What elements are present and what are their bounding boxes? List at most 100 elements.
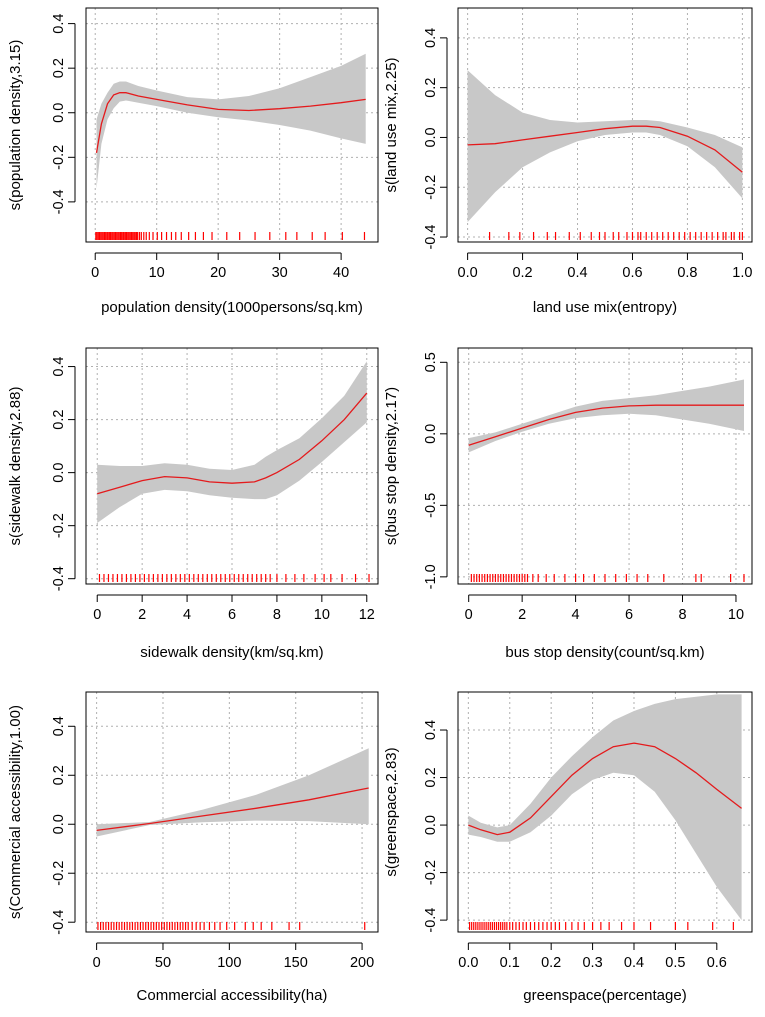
y-tick-label: 0.0 <box>51 463 67 483</box>
plot-frame <box>457 691 753 933</box>
y-tick-label: -0.4 <box>51 189 67 214</box>
rug <box>98 574 370 582</box>
plot-frame <box>457 347 753 585</box>
x-axis-title: bus stop density(count/sq.km) <box>505 644 704 661</box>
x-tick-label: 6 <box>228 607 236 623</box>
y-tick-label: -0.4 <box>423 225 439 250</box>
smooth-fit-line <box>468 404 744 446</box>
panel-middle-left: 0 2 4 6 8 10 12 -0.4 -0.2 0.0 0.2 0.4 sidewalk densi… <box>7 347 379 661</box>
plot-frame <box>85 347 379 585</box>
confidence-band <box>97 361 367 523</box>
x-tick-label: 20 <box>210 265 226 281</box>
x-axis-title: Commercial accessibility(ha) <box>137 987 328 1004</box>
y-tick-label: 0.0 <box>51 103 67 123</box>
confidence-band <box>467 70 743 223</box>
plot-frame <box>85 7 379 243</box>
y-axis-title: s(Commercial accessibility,1.00) <box>7 705 24 919</box>
y-tick-label: -0.2 <box>51 145 67 170</box>
x-tick-label: 30 <box>272 265 288 281</box>
y-tick-label: 0.2 <box>51 58 67 78</box>
x-axis-title: land use mix(entropy) <box>533 299 677 316</box>
y-tick-label: 0.4 <box>51 356 67 376</box>
x-tick-label: 12 <box>359 607 375 623</box>
x-tick-label: 6 <box>625 607 633 623</box>
y-tick-label: 0.0 <box>51 814 67 834</box>
x-tick-label: 10 <box>149 265 165 281</box>
y-tick-label: -0.2 <box>423 175 439 200</box>
confidence-band <box>468 379 744 453</box>
y-tick-label: 0.0 <box>423 127 439 147</box>
smooth-fit-line <box>97 392 368 495</box>
y-tick-label: -0.2 <box>423 860 439 885</box>
confidence-band <box>96 53 366 189</box>
y-tick-label: -0.4 <box>423 908 439 933</box>
y-axis-title: s(sidewalk density,2.88) <box>7 387 24 546</box>
panel-bottom-left: 0 50 100 150 200 -0.4 -0.2 0.0 0.2 0.4 Commercial … <box>7 691 379 1004</box>
x-tick-label: 0.5 <box>665 955 685 971</box>
rug <box>468 922 734 930</box>
x-tick-label: 4 <box>572 607 580 623</box>
y-tick-label: 0.2 <box>423 767 439 787</box>
y-tick-label: 0.2 <box>423 78 439 98</box>
panel-top-right: 0.0 0.2 0.4 0.6 0.8 1.0 -0.4 -0.2 0.0 0.2 0.4 land … <box>383 7 753 316</box>
y-tick-label: 0.2 <box>51 765 67 785</box>
smooth-fit-line <box>96 787 369 832</box>
y-axis-title: s(population density,3.15) <box>7 40 24 211</box>
rug <box>488 232 743 240</box>
plot-frame <box>457 7 753 243</box>
y-tick-label: 0.2 <box>51 410 67 430</box>
x-tick-label: 0 <box>465 607 473 623</box>
rug <box>470 574 745 582</box>
x-tick-label: 0.1 <box>500 955 520 971</box>
smooth-fit-line <box>467 125 743 173</box>
x-tick-label: 10 <box>728 607 744 623</box>
smooth-fit-line <box>468 742 742 836</box>
y-tick-label: -0.2 <box>51 513 67 538</box>
y-tick-label: -1.0 <box>423 564 439 589</box>
x-tick-label: 0 <box>93 607 101 623</box>
x-tick-label: 10 <box>314 607 330 623</box>
x-tick-label: 0 <box>91 265 99 281</box>
y-tick-label: 0.4 <box>423 720 439 740</box>
x-tick-label: 2 <box>138 607 146 623</box>
y-tick-label: -0.4 <box>51 910 67 935</box>
y-tick-label: 0.5 <box>423 352 439 372</box>
y-tick-label: -0.2 <box>51 861 67 886</box>
x-tick-label: 0.4 <box>567 265 587 281</box>
y-tick-label: 0.4 <box>51 14 67 34</box>
y-axis-title: s(land use mix,2.25) <box>383 57 400 192</box>
x-tick-label: 150 <box>284 955 308 971</box>
x-tick-label: 0 <box>93 955 101 971</box>
x-tick-label: 0.2 <box>512 265 532 281</box>
x-axis-title: greenspace(percentage) <box>523 987 686 1004</box>
panel-bottom-right: 0.0 0.1 0.2 0.3 0.4 0.5 0.6 -0.4 -0.2 0.0 0.2 0.4 gr… <box>383 691 753 1004</box>
x-axis-title: sidewalk density(km/sq.km) <box>140 644 323 661</box>
x-tick-label: 8 <box>273 607 281 623</box>
x-tick-label: 40 <box>333 265 349 281</box>
x-tick-label: 0.0 <box>458 265 478 281</box>
x-tick-label: 0.6 <box>622 265 642 281</box>
x-tick-label: 0.8 <box>677 265 697 281</box>
y-tick-label: 0.4 <box>51 716 67 736</box>
panel-middle-right: 0 2 4 6 8 10 -1.0 -0.5 0.0 0.5 bus stop density(co… <box>383 347 753 661</box>
x-tick-label: 0.4 <box>624 955 644 971</box>
x-tick-label: 0.6 <box>707 955 727 971</box>
y-tick-label: -0.5 <box>423 493 439 518</box>
rug <box>95 232 366 240</box>
x-tick-label: 4 <box>183 607 191 623</box>
y-tick-label: 0.0 <box>423 815 439 835</box>
x-tick-label: 0.0 <box>458 955 478 971</box>
y-tick-label: -0.4 <box>51 566 67 591</box>
y-tick-label: 0.4 <box>423 28 439 48</box>
x-tick-label: 50 <box>155 955 171 971</box>
x-tick-label: 0.2 <box>541 955 561 971</box>
y-axis-title: s(greenspace,2.83) <box>383 747 400 876</box>
x-tick-label: 0.3 <box>582 955 602 971</box>
x-tick-label: 8 <box>678 607 686 623</box>
confidence-band <box>96 748 369 837</box>
x-axis-title: population density(1000persons/sq.km) <box>101 299 363 316</box>
panel-top-left: 0 10 20 30 40 -0.4 -0.2 0.0 0.2 0.4 population den… <box>7 7 379 316</box>
y-axis-title: s(bus stop density,2.17) <box>383 387 400 545</box>
smooth-fit-line <box>95 92 366 154</box>
